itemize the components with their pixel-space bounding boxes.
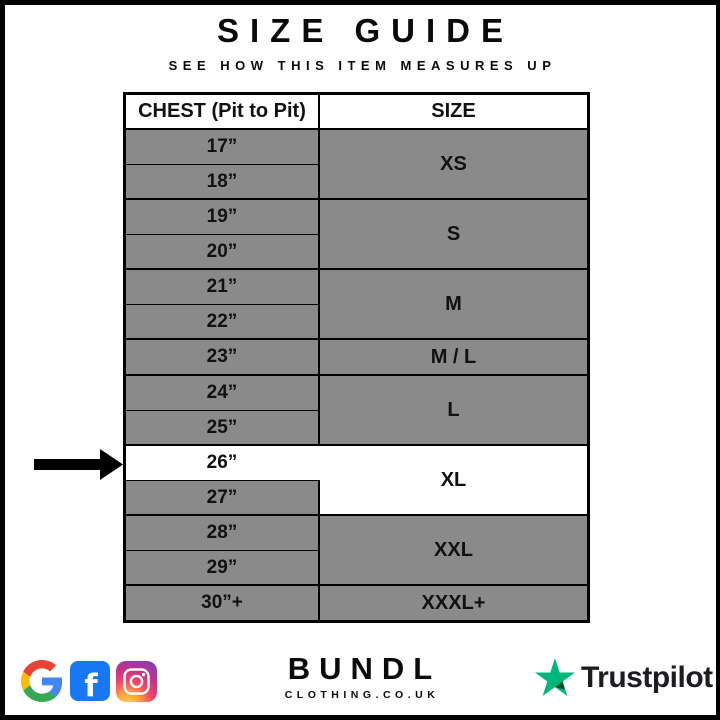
header-cell-chest: CHEST (Pit to Pit) [126, 95, 320, 128]
chest-cell: 28” [126, 516, 320, 550]
facebook-icon: f [70, 661, 110, 701]
chest-cell: 25” [126, 410, 320, 444]
chest-cell: 30”+ [126, 586, 320, 620]
chest-cell: 27” [126, 480, 320, 514]
size-group-row: 30”+ XXXL+ [126, 586, 587, 620]
chest-column: 23” [126, 340, 320, 374]
brand-logo: BUNDL CLOTHING.CO.UK [0, 651, 720, 701]
size-cell: M / L [320, 340, 587, 374]
size-table: CHEST (Pit to Pit) SIZE 17” 18” XS 19” 20” S 2… [123, 92, 590, 623]
facebook-f-glyph: f [84, 668, 98, 702]
chest-cell: 26” [126, 446, 320, 480]
size-cell: XXXL+ [320, 586, 587, 620]
size-cell: M [320, 270, 587, 338]
chest-cell: 17” [126, 130, 320, 164]
instagram-camera-glyph [123, 668, 150, 695]
brand-domain: CLOTHING.CO.UK [284, 689, 440, 701]
trustpilot-label: Trustpilot [581, 661, 713, 694]
chest-column: 17” 18” [126, 130, 320, 198]
chest-column: 24” 25” [126, 376, 320, 444]
size-group-row: 26” 27” XL [126, 446, 587, 516]
size-group-row: 21” 22” M [126, 270, 587, 340]
chest-column: 21” 22” [126, 270, 320, 338]
trustpilot-logo: Trustpilot [534, 658, 713, 698]
size-cell: S [320, 200, 587, 268]
size-cell: XS [320, 130, 587, 198]
chest-cell: 23” [126, 340, 320, 374]
size-group-row: 19” 20” S [126, 200, 587, 270]
chest-cell: 24” [126, 376, 320, 410]
chest-cell: 20” [126, 234, 320, 268]
chest-cell: 18” [126, 164, 320, 198]
chest-cell: 21” [126, 270, 320, 304]
page-subtitle: SEE HOW THIS ITEM MEASURES UP [168, 58, 557, 73]
selection-arrow-icon [34, 449, 123, 480]
google-icon [21, 660, 63, 702]
trustpilot-star-icon [535, 658, 575, 697]
chest-column: 30”+ [126, 586, 320, 620]
instagram-icon [116, 661, 157, 702]
chest-cell: 22” [126, 304, 320, 338]
size-cell: XL [320, 446, 587, 514]
size-cell: XXL [320, 516, 587, 584]
size-table-header: CHEST (Pit to Pit) SIZE [126, 95, 587, 130]
page-title: SIZE GUIDE [216, 12, 515, 49]
size-group-row: 24” 25” L [126, 376, 587, 446]
size-group-row: 23” M / L [126, 340, 587, 376]
size-group-row: 28” 29” XXL [126, 516, 587, 586]
brand-name: BUNDL [287, 651, 442, 686]
header-cell-size: SIZE [320, 95, 587, 128]
chest-column: 28” 29” [126, 516, 320, 584]
size-cell: L [320, 376, 587, 444]
size-table-body: 17” 18” XS 19” 20” S 21” 22” M 23” M / L 24” 25” L 26”… [126, 130, 587, 620]
size-group-row: 17” 18” XS [126, 130, 587, 200]
chest-cell: 19” [126, 200, 320, 234]
chest-column: 19” 20” [126, 200, 320, 268]
chest-column: 26” 27” [126, 446, 320, 514]
chest-cell: 29” [126, 550, 320, 584]
